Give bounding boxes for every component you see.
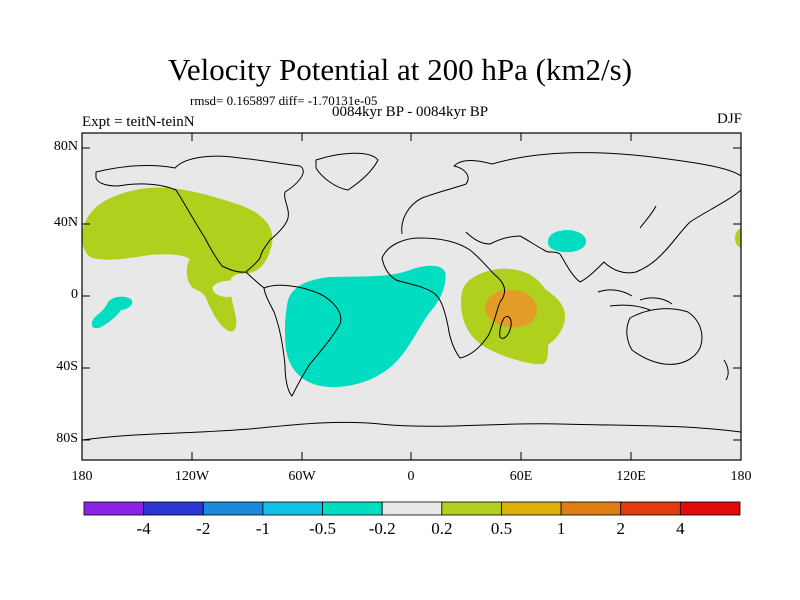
coastlines (82, 152, 741, 441)
coastline-maritime-continent (597, 289, 673, 311)
colorbar-label: -0.2 (368, 519, 396, 538)
season-label: DJF (716, 111, 742, 127)
colorbar-label: 2 (616, 519, 625, 538)
experiment-label: Expt = teitN-teinN (82, 114, 195, 130)
longitude-label: 120W (174, 469, 210, 484)
colorbar-swatch (679, 501, 741, 516)
longitude-label: 120E (616, 469, 646, 484)
plot-title: Velocity Potential at 200 hPa (km2/s) (167, 52, 633, 87)
coastline-japan (639, 205, 657, 229)
pacific-small-negative-anomaly (91, 296, 133, 329)
colorbar-label: 4 (676, 519, 685, 538)
colorbar-swatch (381, 501, 443, 516)
colorbar-swatch (322, 501, 383, 516)
colorbar (83, 501, 741, 516)
coastline-central-america (245, 271, 265, 289)
colorbar-swatch (441, 501, 502, 516)
longitude-label: 0 (407, 469, 415, 484)
coastline-south-america (263, 284, 342, 397)
rmsd-diff-stats: rmsd= 0.165897 diff= -1.70131e-05 (190, 93, 378, 108)
colorbar-label: -1 (255, 519, 270, 538)
coastline-antarctica (82, 421, 741, 441)
south-america-atlantic-negative-anomaly (284, 265, 446, 388)
coastline-africa (381, 237, 506, 359)
north-pacific-hole (212, 280, 242, 297)
axis-ticks (81, 133, 742, 460)
coastline-greenland (315, 152, 379, 191)
coastline-new-zealand (723, 359, 729, 381)
east-africa-core-anomaly (485, 289, 537, 328)
anomaly-contours (82, 152, 741, 441)
colorbar-label: -0.5 (309, 519, 336, 538)
coastline-europe (401, 160, 493, 235)
coastline-australia (626, 308, 703, 365)
latitude-label: 40N (53, 215, 78, 230)
latitude-label: 80S (56, 431, 78, 446)
dateline-positive-anomaly (734, 228, 741, 248)
latitude-label: 40S (56, 359, 78, 374)
latitude-label: 0 (71, 287, 78, 302)
time-period-label: 0084kyr BP - 0084kyr BP (331, 104, 489, 120)
colorbar-swatch (560, 501, 622, 516)
colorbar-swatch (501, 501, 562, 516)
colorbar-label: 0.5 (490, 519, 513, 538)
colorbar-label: -2 (196, 519, 211, 538)
colorbar-swatch (83, 501, 145, 516)
colorbar-label: -4 (136, 519, 151, 538)
colorbar-label: 0.2 (431, 519, 453, 538)
colorbar-label: 1 (556, 519, 566, 538)
colorbar-swatch (143, 501, 204, 516)
longitude-label: 180 (71, 469, 93, 484)
colorbar-swatch (620, 501, 681, 516)
coastline-madagascar (499, 315, 512, 339)
longitude-label: 60W (288, 469, 316, 484)
latitude-label: 80N (53, 139, 78, 154)
colorbar-swatch (202, 501, 264, 516)
colorbar-swatch (262, 501, 323, 516)
india-negative-anomaly (547, 230, 587, 253)
longitude-label: 180 (730, 469, 752, 484)
longitude-label: 60E (509, 469, 533, 484)
coastline-asia (465, 152, 741, 283)
coastline-north-america (95, 155, 304, 273)
